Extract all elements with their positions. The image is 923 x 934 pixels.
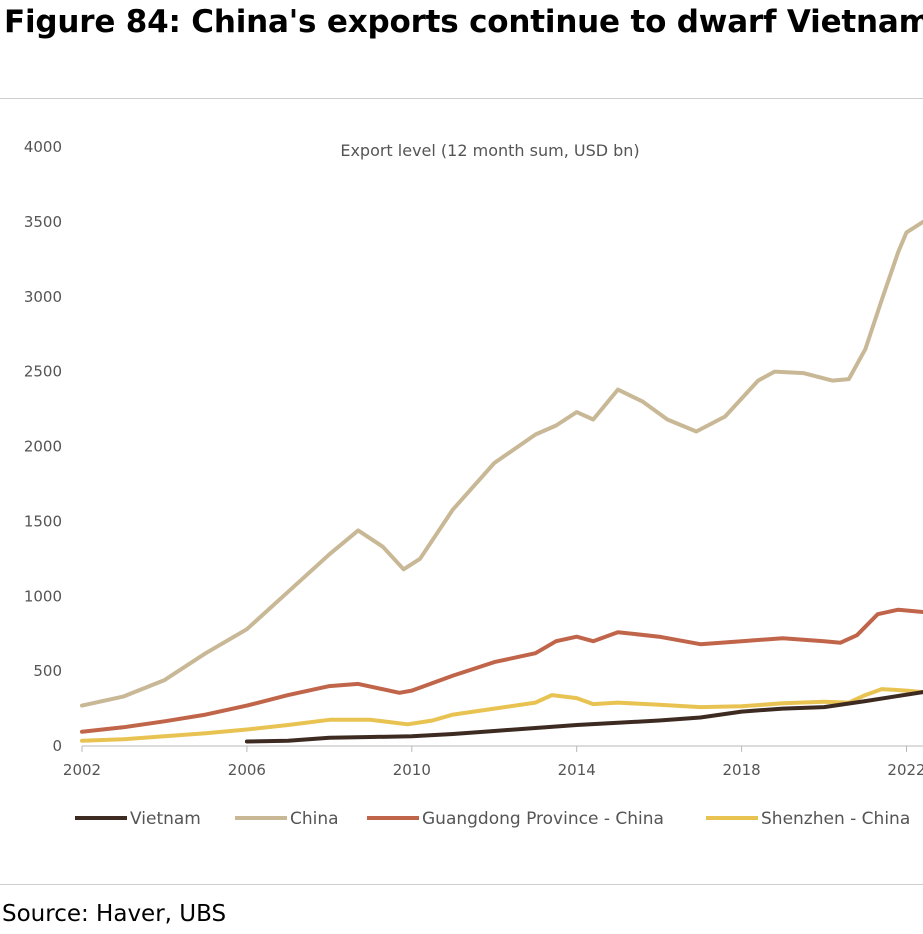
series-line-shenzhen-china xyxy=(80,687,923,743)
bottom-divider xyxy=(0,884,923,885)
y-axis-ticks: 0 500 1000 1500 2000 2500 3000 3500 4000 xyxy=(24,138,62,755)
y-tick-label: 500 xyxy=(33,662,62,680)
x-tick-label: 2018 xyxy=(723,761,761,779)
legend: Vietnam China Guangdong Province - China Sh… xyxy=(75,809,910,829)
series-line-china xyxy=(80,219,923,708)
y-tick-label: 2500 xyxy=(24,363,62,381)
y-tick-label: 1500 xyxy=(24,512,62,530)
y-tick-label: 0 xyxy=(52,737,62,755)
line-chart: Export level (12 month sum, USD bn) 0 500… xyxy=(24,138,923,829)
x-tick-label: 2002 xyxy=(63,761,101,779)
x-tick-label: 2014 xyxy=(558,761,596,779)
y-tick-label: 3500 xyxy=(24,213,62,231)
legend-label: China xyxy=(290,809,339,829)
figure-title: Figure 84: China's exports continue to d… xyxy=(4,4,923,40)
legend-label: Vietnam xyxy=(130,809,201,829)
source-note: Source: Haver, UBS xyxy=(2,901,227,927)
y-tick-label: 1000 xyxy=(24,587,62,605)
series-lines xyxy=(80,219,923,744)
x-axis: 2002 2006 2010 2014 2018 2022 xyxy=(63,745,923,779)
top-divider xyxy=(0,98,923,99)
series-line-guangdong-province-china xyxy=(80,607,923,734)
y-tick-label: 2000 xyxy=(24,438,62,456)
legend-label: Shenzhen - China xyxy=(761,809,910,829)
y-tick-label: 4000 xyxy=(24,138,62,156)
x-tick-label: 2010 xyxy=(393,761,431,779)
chart-subtitle: Export level (12 month sum, USD bn) xyxy=(340,141,639,160)
y-tick-label: 3000 xyxy=(24,288,62,306)
series-line-vietnam xyxy=(244,690,923,744)
x-tick-label: 2022 xyxy=(887,761,923,779)
legend-label: Guangdong Province - China xyxy=(422,809,664,829)
x-tick-label: 2006 xyxy=(228,761,266,779)
